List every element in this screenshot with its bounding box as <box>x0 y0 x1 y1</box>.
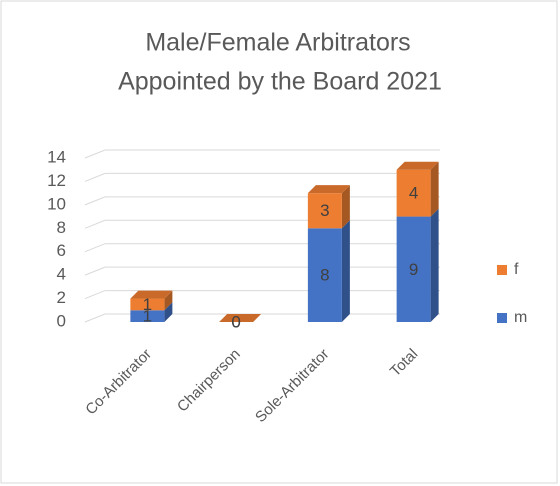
bar-side <box>341 220 350 322</box>
y-tick-label: 0 <box>57 311 66 330</box>
bar <box>130 310 165 322</box>
bar-top <box>396 161 439 170</box>
y-tick-label: 6 <box>57 241 66 260</box>
legend-swatch <box>497 313 507 323</box>
bar <box>396 216 431 322</box>
bar-side <box>164 302 173 322</box>
bar-side <box>430 161 439 217</box>
chart-title: Male/Female Arbitrators <box>145 29 410 57</box>
data-label: 8 <box>320 266 329 285</box>
bar-side <box>164 290 173 311</box>
data-label: 1 <box>143 307 152 326</box>
bar-top <box>130 290 173 299</box>
y-tick-label: 14 <box>47 147 66 166</box>
bar-top <box>307 185 350 194</box>
data-label: 0 <box>231 312 240 331</box>
bar-top <box>219 314 262 322</box>
y-tick-label: 12 <box>47 171 66 190</box>
y-tick-label: 2 <box>57 288 66 307</box>
data-label: 1 <box>143 295 152 314</box>
grid-line <box>84 149 440 159</box>
y-tick-label: 10 <box>47 194 66 213</box>
bar <box>307 228 342 322</box>
legend-label: f <box>514 261 519 278</box>
legend-label: m <box>514 309 527 326</box>
y-tick-label: 4 <box>57 265 66 284</box>
data-label: 3 <box>320 201 329 220</box>
data-label: 9 <box>409 260 418 279</box>
bar-side <box>341 185 350 229</box>
legend-swatch <box>497 265 507 275</box>
grid-line <box>84 172 440 182</box>
bar <box>130 298 165 311</box>
chart-title: Appointed by the Board 2021 <box>118 68 442 96</box>
y-tick-label: 8 <box>57 218 66 237</box>
data-label: 4 <box>409 184 418 203</box>
bar-side <box>430 208 439 322</box>
bar <box>307 193 342 229</box>
bar <box>396 169 431 217</box>
